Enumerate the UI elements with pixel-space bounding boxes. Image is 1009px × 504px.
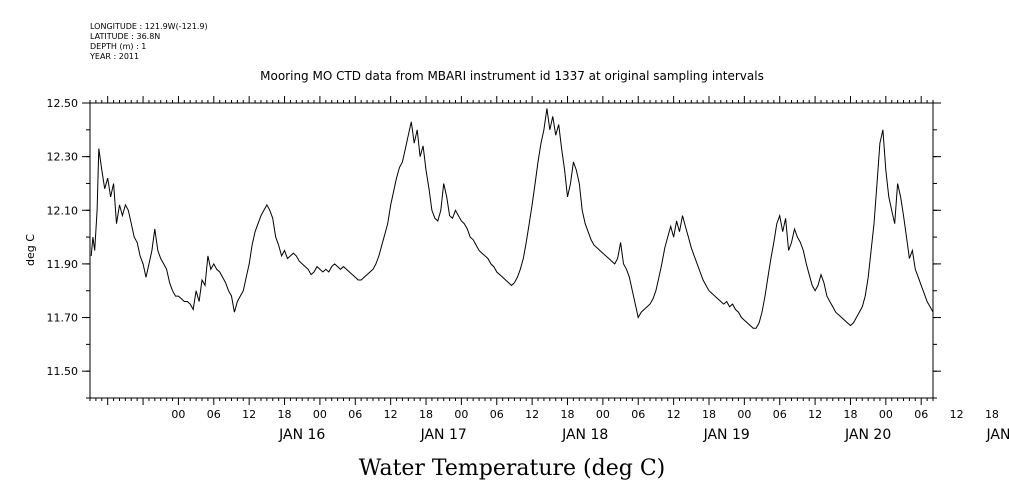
x-hour-label: 00 xyxy=(737,408,751,421)
x-hour-label: 18 xyxy=(985,408,999,421)
x-hour-label: 06 xyxy=(348,408,362,421)
x-hour-label: 12 xyxy=(525,408,539,421)
y-tick-label: 11.70 xyxy=(47,312,79,325)
y-tick-label: 11.50 xyxy=(47,365,79,378)
x-hour-label: 00 xyxy=(171,408,185,421)
x-axis: 00 06 12 18 00 06 12 18 00 06 12 18 00 06 12 18 00 06 12 18… xyxy=(89,96,1009,443)
station-metadata: LONGITUDE : 121.9W(-121.9) LATITUDE : 36… xyxy=(90,22,208,62)
x-hour-label: 18 xyxy=(702,408,716,421)
x-hour-label: 00 xyxy=(454,408,468,421)
x-hour-label: 12 xyxy=(242,408,256,421)
x-day-label: JAN 19 xyxy=(703,427,750,443)
y-tick-label: 11.90 xyxy=(47,258,79,271)
x-hour-label: 18 xyxy=(561,408,575,421)
x-hour-label: 06 xyxy=(631,408,645,421)
y-tick-label: 12.30 xyxy=(47,151,79,164)
x-hour-label: 18 xyxy=(843,408,857,421)
x-hour-label: 18 xyxy=(278,408,292,421)
year-label: YEAR : 2011 xyxy=(90,52,140,61)
x-day-label: JAN 21 xyxy=(986,427,1009,443)
plot-frame xyxy=(89,102,934,399)
x-hour-label: 06 xyxy=(773,408,787,421)
y-tick-label: 12.50 xyxy=(47,97,79,110)
x-day-label: JAN 16 xyxy=(278,427,325,443)
y-axis: 11.50 11.70 11.90 12.10 12.30 12.50 xyxy=(47,97,941,399)
x-hour-label: 12 xyxy=(667,408,681,421)
x-hour-label: 00 xyxy=(313,408,327,421)
x-hour-label: 00 xyxy=(596,408,610,421)
x-day-label: JAN 17 xyxy=(420,427,467,443)
latitude-label: LATITUDE : 36.8N xyxy=(90,32,161,41)
x-day-label: JAN 20 xyxy=(844,427,891,443)
x-hour-label: 12 xyxy=(950,408,964,421)
x-hour-label: 06 xyxy=(914,408,928,421)
depth-label: DEPTH (m) : 1 xyxy=(90,42,147,51)
x-hour-label: 06 xyxy=(490,408,504,421)
x-hour-label: 06 xyxy=(207,408,221,421)
x-hour-label: 12 xyxy=(808,408,822,421)
x-day-label: JAN 18 xyxy=(561,427,608,443)
x-axis-label: Water Temperature (deg C) xyxy=(359,456,666,481)
y-axis-label: deg C xyxy=(24,234,37,266)
y-tick-label: 12.10 xyxy=(47,204,79,217)
longitude-label: LONGITUDE : 121.9W(-121.9) xyxy=(90,22,208,31)
x-hour-label: 18 xyxy=(419,408,433,421)
temperature-series-line xyxy=(90,108,934,329)
chart-title: Mooring MO CTD data from MBARI instrumen… xyxy=(260,69,764,83)
x-hour-label: 00 xyxy=(879,408,893,421)
x-hour-label: 12 xyxy=(384,408,398,421)
